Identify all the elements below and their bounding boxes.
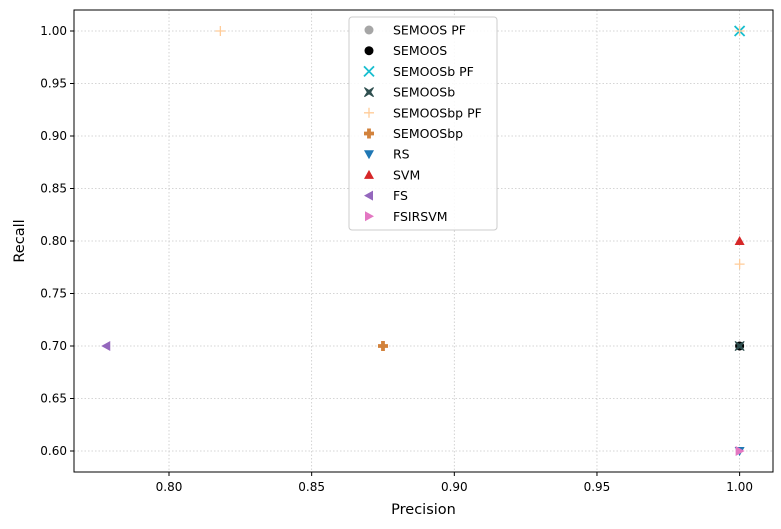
legend-entry-label: FSIRSVM [393,209,448,224]
data-points [101,25,746,456]
legend-entry-label: FS [393,188,408,203]
y-tick-label: 0.65 [40,392,67,406]
data-point-fs [101,341,111,351]
legend-entry-label: SEMOOSbp [393,126,463,141]
x-axis-label: Precision [391,502,456,518]
y-tick-label: 1.00 [40,24,67,38]
y-tick-label: 0.90 [40,129,67,143]
legend-entry-label: SEMOOSbp PF [393,105,482,120]
axis-ticks: 0.80 0.85 0.90 0.95 1.00 0.60 0.65 0.70 0.75 0.80… [40,24,753,494]
legend-marker [365,211,374,222]
data-point-svm [734,236,745,245]
legend-marker [364,46,374,56]
legend-marker [364,25,374,35]
legend-marker [363,65,375,78]
legend-entry-label: SEMOOSb [393,85,455,100]
y-tick-label: 0.70 [40,339,67,353]
legend-marker [364,107,374,118]
x-tick-label: 0.85 [298,480,325,494]
legend-marker [364,87,374,98]
x-tick-label: 0.95 [584,480,611,494]
legend-marker [364,128,374,139]
legend-marker [364,190,373,201]
x-tick-label: 1.00 [726,480,753,494]
data-point-fsirsvm [735,446,745,456]
data-point-semoosbp [377,341,388,351]
legend-entry-label: SEMOOSb PF [393,64,474,79]
legend-entry-label: SEMOOS [393,43,447,58]
y-tick-label: 0.80 [40,234,67,248]
y-tick-label: 0.75 [40,287,67,301]
data-point-semoosbp-pf [734,26,745,36]
x-tick-label: 0.90 [441,480,468,494]
legend-entry-label: SVM [393,167,420,182]
legend-marker [364,150,374,160]
legend: SEMOOS PF SEMOOS SEMOOSb PF SEMOOSb SEMOOSbp… [348,16,498,231]
legend-entry-label: RS [393,147,410,162]
x-tick-label: 0.80 [156,480,183,494]
y-tick-label: 0.95 [40,77,67,91]
data-point-semoosbp-pf [734,259,745,270]
data-point-semoosbp-pf [215,26,226,36]
y-tick-label: 0.85 [40,182,67,196]
legend-entry-label: SEMOOS PF [393,23,466,38]
y-tick-label: 0.60 [40,444,67,458]
legend-box [348,16,498,231]
data-point-semoosb [734,341,745,351]
legend-marker [364,169,374,179]
y-axis-label: Recall [12,219,28,262]
